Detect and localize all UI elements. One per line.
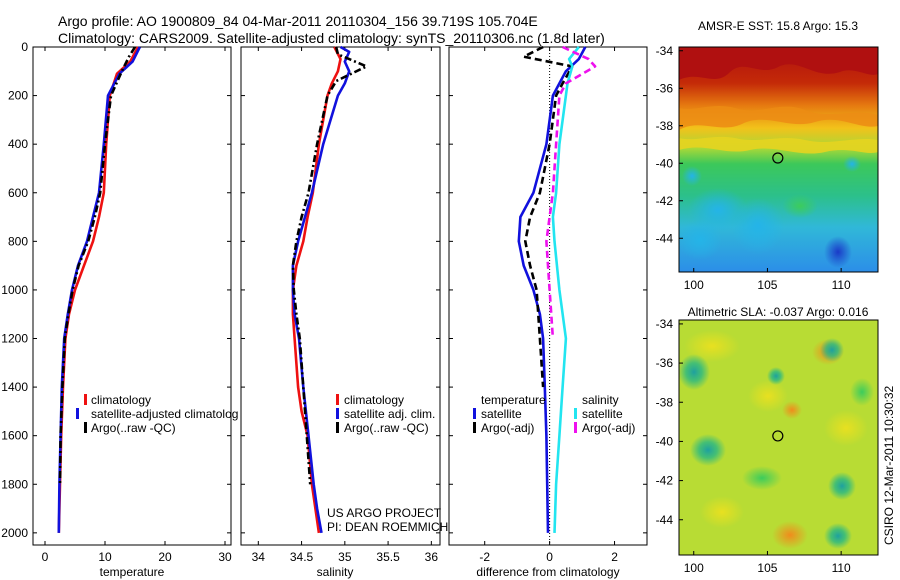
y-tick-label: 1200	[1, 332, 28, 346]
credit-pi: PI: DEAN ROEMMICH	[327, 520, 448, 534]
legend-sal-argo-label: Argo(-adj)	[582, 421, 635, 435]
series-line-argo	[58, 46, 137, 485]
series-line-argo	[291, 46, 368, 485]
x-tick-label: 0	[42, 550, 49, 564]
x-tick-label: 2	[611, 550, 618, 564]
x-tick-label: 30	[218, 550, 232, 564]
legend-climatology-label: climatology	[344, 393, 404, 407]
sst-map-panel: AMSR-E SST: 15.8 Argo: 15.3 100 105 110 -34…	[656, 19, 879, 292]
sla-heatmap-field	[679, 320, 878, 555]
legend-temp-argo-swatch	[473, 422, 476, 433]
x-tick-label: -2	[479, 550, 490, 564]
legend-sal-satellite-swatch	[574, 408, 577, 419]
legend-sal-satellite-label: satellite	[582, 407, 623, 421]
difference-xlabel: difference from climatology	[476, 565, 619, 579]
map-y-tick-label: -44	[656, 231, 674, 245]
sst-heatmap-field	[679, 47, 878, 272]
legend-satellite-swatch	[76, 408, 79, 419]
salinity-axes-frame	[240, 46, 441, 546]
difference-panel: -2 0 2 difference from climatology tempera…	[448, 45, 648, 579]
salinity-panel: 34 34.5 35 35.5 36 salinity climatology sate…	[240, 45, 448, 579]
credit-project: US ARGO PROJECT	[327, 506, 442, 520]
series-line-satellite	[291, 45, 351, 534]
legend-climatology-swatch	[84, 394, 87, 405]
map-y-tick-label: -34	[656, 317, 674, 331]
map-y-tick-label: -36	[656, 356, 674, 370]
y-tick-label: 1600	[1, 429, 28, 443]
y-tick-label: 1000	[1, 283, 28, 297]
map-y-tick-label: -44	[656, 513, 674, 527]
legend-argo-label: Argo(..raw -QC)	[91, 421, 176, 435]
difference-axes-frame	[448, 46, 648, 546]
map-x-tick-label: 105	[757, 278, 777, 292]
series-line-temperature-satellite	[517, 46, 587, 533]
series-line-satellite	[57, 46, 141, 533]
map-x-tick-label: 100	[684, 561, 704, 575]
x-tick-label: 35	[338, 550, 352, 564]
legend-temp-argo-label: Argo(-adj)	[481, 421, 534, 435]
legend-satellite-label: satellite adj. clim.	[344, 407, 435, 421]
figure-title-line1: Argo profile: AO 1900809_84 04-Mar-2011 …	[58, 13, 538, 29]
sla-map-panel: Altimetric SLA: -0.037 Argo: 0.016 100 10…	[656, 305, 879, 575]
y-tick-label: 2000	[1, 526, 28, 540]
series-line-salinity-argo	[545, 45, 597, 339]
csiro-timestamp: CSIRO 12-Mar-2011 10:30:32	[882, 385, 896, 545]
difference-legend: temperature salinity satellite Argo(-adj…	[473, 393, 635, 435]
map-x-tick-label: 110	[832, 278, 851, 292]
y-tick-label: 1800	[1, 477, 28, 491]
x-tick-label: 10	[98, 550, 112, 564]
series-line-salinity-satellite	[551, 46, 580, 533]
sla-map-title: Altimetric SLA: -0.037 Argo: 0.016	[688, 305, 869, 319]
map-y-tick-label: -42	[656, 194, 674, 208]
y-tick-label: 400	[8, 137, 28, 151]
y-tick-label: 1400	[1, 380, 28, 394]
legend-sal-argo-swatch	[574, 422, 577, 433]
temperature-xlabel: temperature	[100, 565, 165, 579]
x-tick-label: 0	[546, 550, 553, 564]
temperature-axes-frame	[32, 46, 232, 546]
map-y-tick-label: -38	[656, 119, 674, 133]
x-tick-label: 36	[425, 550, 439, 564]
salinity-legend: climatology satellite adj. clim. Argo(..…	[336, 393, 435, 435]
y-tick-label: 800	[8, 234, 28, 248]
legend-argo-label: Argo(..raw -QC)	[344, 421, 429, 435]
sst-axes-frame	[678, 46, 879, 273]
legend-salinity-header: salinity	[582, 393, 619, 407]
map-x-tick-label: 105	[757, 561, 777, 575]
map-x-tick-label: 100	[684, 278, 704, 292]
temperature-legend: climatology satellite-adjusted climatolo…	[76, 393, 238, 435]
sst-map-title: AMSR-E SST: 15.8 Argo: 15.3	[698, 19, 858, 33]
x-tick-label: 34	[252, 550, 266, 564]
map-y-tick-label: -40	[656, 156, 674, 170]
map-y-tick-label: -42	[656, 474, 674, 488]
figure-title-line2: Climatology: CARS2009. Satellite-adjuste…	[58, 30, 605, 46]
legend-temperature-header: temperature	[481, 393, 546, 407]
map-y-tick-label: -38	[656, 395, 674, 409]
x-tick-label: 35.5	[376, 550, 400, 564]
legend-climatology-label: climatology	[91, 393, 151, 407]
y-tick-label: 200	[8, 89, 28, 103]
legend-argo-swatch	[84, 422, 87, 433]
sla-axes-frame	[678, 319, 879, 556]
series-line-climatology	[291, 46, 342, 534]
x-tick-label: 20	[158, 550, 172, 564]
salinity-xlabel: salinity	[317, 565, 354, 579]
legend-climatology-swatch	[336, 394, 339, 405]
argo-location-marker	[772, 430, 784, 442]
map-y-tick-label: -36	[656, 81, 674, 95]
temperature-panel: 0 10 20 30 0 200 400 600 800 1000 1200 1400 1600 1800…	[1, 40, 238, 579]
legend-satellite-label: satellite-adjusted climatolog	[91, 407, 238, 421]
legend-temp-satellite-label: satellite	[481, 407, 522, 421]
x-tick-label: 34.5	[290, 550, 314, 564]
map-x-tick-label: 110	[832, 561, 851, 575]
y-tick-label: 0	[21, 40, 28, 54]
legend-temp-satellite-swatch	[473, 408, 476, 419]
map-y-tick-label: -34	[656, 44, 674, 58]
map-y-tick-label: -40	[656, 434, 674, 448]
y-tick-label: 600	[8, 186, 28, 200]
argo-location-marker	[772, 152, 784, 164]
legend-argo-swatch	[336, 422, 339, 433]
legend-satellite-swatch	[336, 408, 339, 419]
